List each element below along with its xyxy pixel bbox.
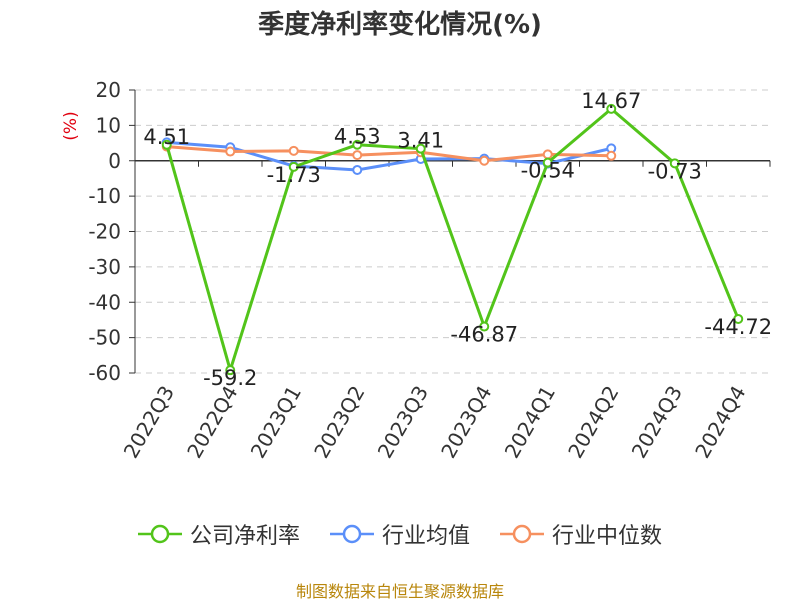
data-point xyxy=(161,139,172,150)
legend-item[interactable]: 行业均值 xyxy=(329,518,470,550)
legend-label: 行业均值 xyxy=(381,524,470,549)
x-tick-label: 2024Q2 xyxy=(563,382,623,463)
data-point xyxy=(542,149,553,160)
data-label: 3.41 xyxy=(397,129,444,153)
legend-swatch-icon xyxy=(500,524,544,544)
x-tick-label: 2023Q2 xyxy=(309,382,369,463)
legend-swatch-icon xyxy=(137,524,182,544)
x-tick-label: 2024Q3 xyxy=(627,382,687,463)
x-tick-label: 2024Q1 xyxy=(500,382,560,463)
y-tick-label: -60 xyxy=(88,361,121,385)
data-point xyxy=(352,164,363,175)
legend-marker xyxy=(342,524,362,544)
data-point xyxy=(479,321,490,332)
data-label: 4.53 xyxy=(334,125,381,149)
data-label: 14.67 xyxy=(581,89,641,113)
chart-title: 季度净利率变化情况(%) xyxy=(258,10,542,40)
data-label: -59.2 xyxy=(203,366,257,390)
data-point xyxy=(733,313,744,324)
legend-marker xyxy=(512,524,532,544)
data-point xyxy=(606,103,617,114)
y-tick-label: -50 xyxy=(88,326,121,350)
legend-item[interactable]: 公司净利率 xyxy=(137,518,300,550)
x-tick-label: 2022Q4 xyxy=(182,382,242,463)
y-axis-unit-label: (%) xyxy=(61,111,81,140)
legend-marker xyxy=(150,524,170,544)
y-tick-label: -10 xyxy=(88,184,121,208)
y-tick-label: 20 xyxy=(96,78,121,102)
legend: 公司净利率 行业均值 行业中位数 xyxy=(0,518,800,550)
data-label: -44.72 xyxy=(704,315,772,339)
data-point xyxy=(606,150,617,161)
x-tick-label: 2022Q3 xyxy=(119,382,179,463)
data-point xyxy=(479,155,490,166)
x-tick-label: 2023Q3 xyxy=(373,382,433,463)
series-line xyxy=(165,107,740,372)
y-tick-label: -40 xyxy=(88,290,121,314)
data-point xyxy=(225,365,236,376)
y-tick-label: -20 xyxy=(88,220,121,244)
grid-lines xyxy=(135,89,770,374)
x-tick-label: 2023Q4 xyxy=(436,382,496,463)
data-point xyxy=(352,150,363,161)
x-tick-label: 2023Q1 xyxy=(246,382,306,463)
series-lines xyxy=(161,103,744,376)
data-label: -1.73 xyxy=(267,163,321,187)
data-label: 4.51 xyxy=(143,125,190,149)
y-tick-label: 0 xyxy=(108,149,121,173)
legend-item[interactable]: 行业中位数 xyxy=(500,518,662,550)
data-label: -46.87 xyxy=(450,323,518,347)
data-point xyxy=(288,161,299,172)
data-labels: 4.51 -59.2 -1.73 4.53 3.41 -46.87 -0.54 14.67 -0… xyxy=(143,89,772,390)
legend-label: 公司净利率 xyxy=(189,524,300,549)
series-line xyxy=(166,145,612,163)
data-point xyxy=(669,158,680,169)
data-label: -0.73 xyxy=(648,159,702,183)
data-point xyxy=(288,145,299,156)
legend-label: 行业中位数 xyxy=(552,524,663,549)
x-tick-label: 2024Q4 xyxy=(690,382,750,463)
data-point xyxy=(415,143,426,154)
data-point xyxy=(542,157,553,168)
legend-swatch-icon xyxy=(329,524,374,544)
data-point xyxy=(352,139,363,150)
y-tick-label: 10 xyxy=(96,113,121,137)
source-note: 制图数据来自恒生聚源数据库 xyxy=(295,582,504,601)
data-label: -0.54 xyxy=(521,159,575,183)
data-point xyxy=(225,146,236,157)
y-tick-label: -30 xyxy=(88,255,121,279)
